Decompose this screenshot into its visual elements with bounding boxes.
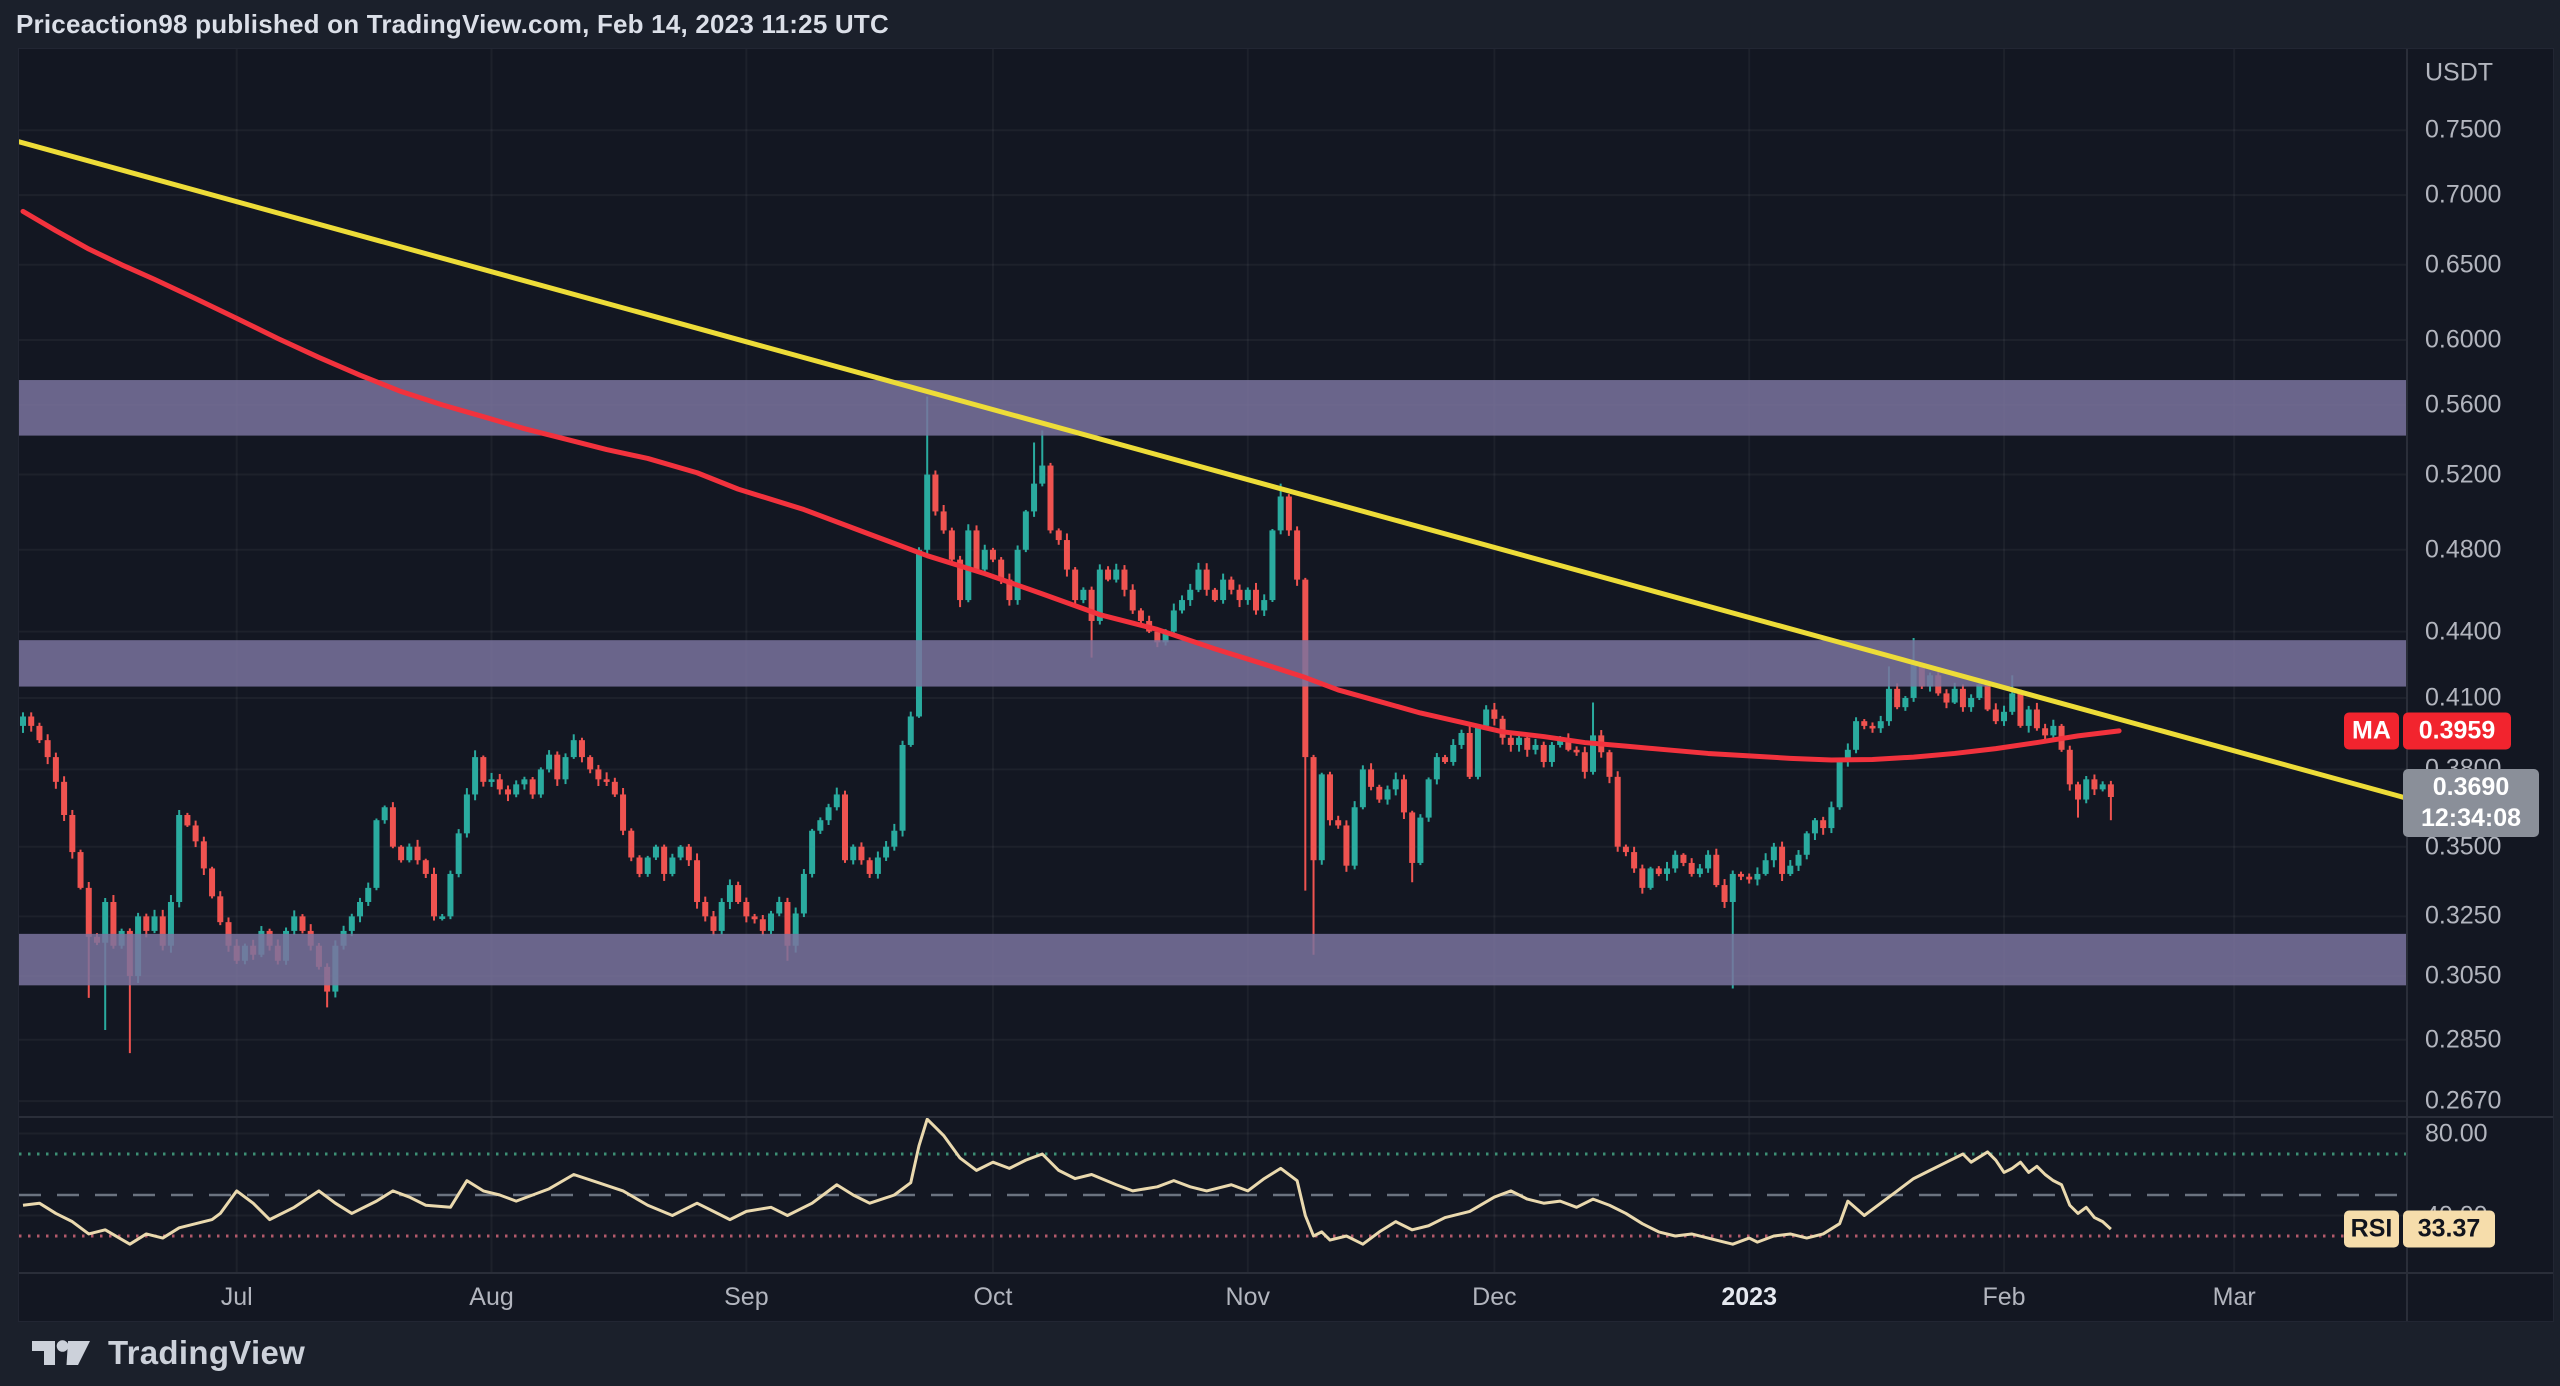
- tradingview-brand-text: TradingView: [108, 1334, 306, 1371]
- ma-label-badge: MA: [2344, 712, 2399, 750]
- price-tick-label: 0.7000: [2425, 180, 2502, 209]
- rsi-value-badge: 33.37: [2403, 1210, 2495, 1248]
- rsi-label-badge: RSI: [2344, 1210, 2399, 1248]
- price-tick-label: 0.5600: [2425, 390, 2502, 419]
- tradingview-logo-icon[interactable]: [30, 1332, 94, 1374]
- price-tick-label: 0.3250: [2425, 901, 2502, 930]
- chart-frame: 0.7500 0.7000 0.6500 0.6000 0.5600 0.5200 0.48…: [18, 48, 2554, 1322]
- price-tick-label: 0.6500: [2425, 250, 2502, 279]
- time-tick-label: Nov: [1225, 1283, 1270, 1311]
- quote-currency-label: USDT: [2425, 58, 2494, 87]
- price-tick-label: 0.4800: [2425, 535, 2502, 564]
- ma-label-text: MA: [2352, 716, 2391, 745]
- price-tick-label: 0.3050: [2425, 961, 2502, 990]
- price-tick-label: 0.6000: [2425, 325, 2502, 354]
- time-tick-label: Aug: [469, 1283, 514, 1311]
- time-tick-label: 2023: [1721, 1283, 1777, 1311]
- time-tick-label: Mar: [2212, 1283, 2256, 1311]
- price-tick-label: 0.2850: [2425, 1025, 2502, 1054]
- price-tick-label: 0.5200: [2425, 460, 2502, 489]
- ma-value-badge: 0.3959: [2403, 712, 2511, 750]
- price-tick-label: 0.3500: [2425, 832, 2502, 861]
- rsi-value-text: 33.37: [2417, 1214, 2481, 1243]
- price-tick-label: 0.7500: [2425, 115, 2502, 144]
- ma-value-text: 0.3959: [2418, 716, 2496, 745]
- price-tick-label: 0.2670: [2425, 1086, 2502, 1115]
- time-tick-label: Dec: [1472, 1283, 1517, 1311]
- footer-bar: TradingView: [0, 1320, 2560, 1386]
- publish-caption: Priceaction98 published on TradingView.c…: [16, 8, 889, 39]
- time-tick-label: Sep: [724, 1283, 769, 1311]
- header-bar: Priceaction98 published on TradingView.c…: [0, 0, 2560, 48]
- last-price-value: 0.3690: [2432, 773, 2510, 801]
- time-tick-label: Jul: [220, 1283, 253, 1311]
- chart-canvas[interactable]: [19, 49, 2553, 1321]
- bar-close-countdown: 12:34:08: [2420, 804, 2522, 832]
- rsi-tick-label: 80.00: [2425, 1119, 2488, 1147]
- rsi-label-text: RSI: [2350, 1214, 2393, 1243]
- time-tick-label: Feb: [1982, 1283, 2026, 1311]
- time-tick-label: Oct: [973, 1283, 1013, 1311]
- last-price-badge: 0.3690 12:34:08: [2403, 769, 2539, 837]
- price-tick-label: 0.4400: [2425, 617, 2502, 646]
- price-tick-label: 0.4100: [2425, 683, 2502, 712]
